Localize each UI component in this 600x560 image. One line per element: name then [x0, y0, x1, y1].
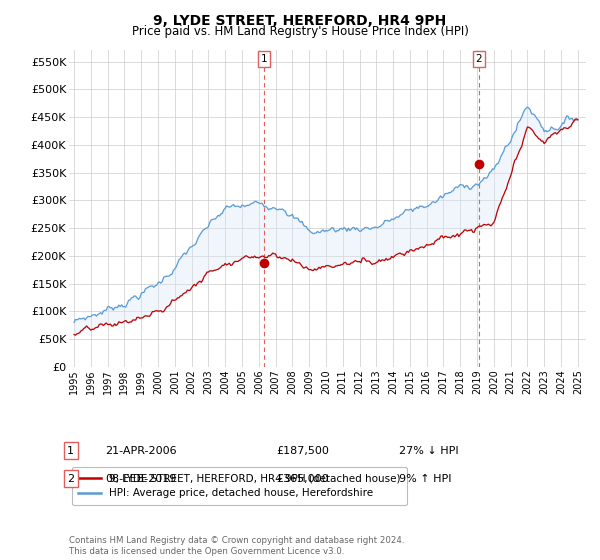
Text: 9% ↑ HPI: 9% ↑ HPI: [399, 474, 452, 484]
Text: 2: 2: [67, 474, 74, 484]
Text: 9, LYDE STREET, HEREFORD, HR4 9PH: 9, LYDE STREET, HEREFORD, HR4 9PH: [154, 14, 446, 28]
Text: 08-FEB-2019: 08-FEB-2019: [105, 474, 176, 484]
Text: £365,000: £365,000: [276, 474, 329, 484]
Text: 27% ↓ HPI: 27% ↓ HPI: [399, 446, 458, 456]
Text: 21-APR-2006: 21-APR-2006: [105, 446, 176, 456]
Text: Contains HM Land Registry data © Crown copyright and database right 2024.
This d: Contains HM Land Registry data © Crown c…: [69, 536, 404, 556]
Text: 1: 1: [67, 446, 74, 456]
Text: 1: 1: [260, 54, 267, 64]
Text: Price paid vs. HM Land Registry's House Price Index (HPI): Price paid vs. HM Land Registry's House …: [131, 25, 469, 38]
Legend: 9, LYDE STREET, HEREFORD, HR4 9PH (detached house), HPI: Average price, detached: 9, LYDE STREET, HEREFORD, HR4 9PH (detac…: [71, 467, 407, 505]
Text: £187,500: £187,500: [276, 446, 329, 456]
Text: 2: 2: [475, 54, 482, 64]
